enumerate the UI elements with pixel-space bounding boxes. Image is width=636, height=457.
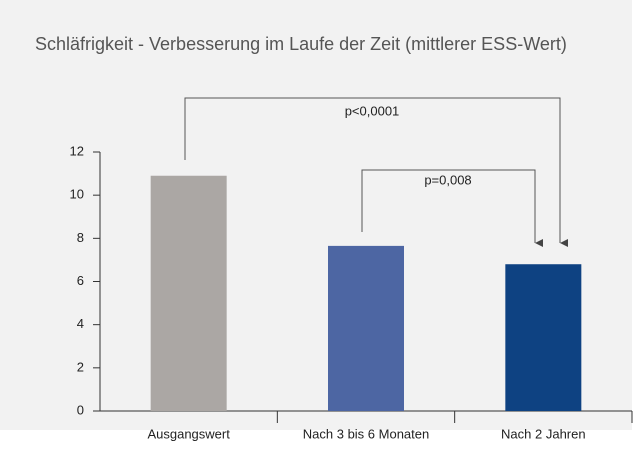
- y-tick-label: 0: [77, 402, 84, 417]
- annotation: p=0,008: [424, 172, 471, 187]
- y-tick-label: 2: [77, 359, 84, 374]
- y-tick-label: 10: [70, 187, 84, 202]
- bar: [150, 175, 227, 411]
- x-tick-label: Nach 3 bis 6 Monaten: [303, 426, 429, 441]
- x-tick-label: Nach 2 Jahren: [501, 426, 586, 441]
- bar: [505, 264, 582, 411]
- chart-title: Schläfrigkeit - Verbesserung im Laufe de…: [35, 34, 567, 54]
- annotation-brackets: [184, 97, 568, 247]
- bar: [328, 245, 404, 411]
- y-tick-label: 12: [70, 143, 84, 158]
- y-tick-label: 4: [77, 316, 84, 331]
- y-tick-label: 6: [77, 273, 84, 288]
- y-tick-label: 8: [77, 230, 84, 245]
- annotation: p<0,0001: [345, 103, 400, 118]
- x-tick-label: Ausgangswert: [147, 426, 230, 441]
